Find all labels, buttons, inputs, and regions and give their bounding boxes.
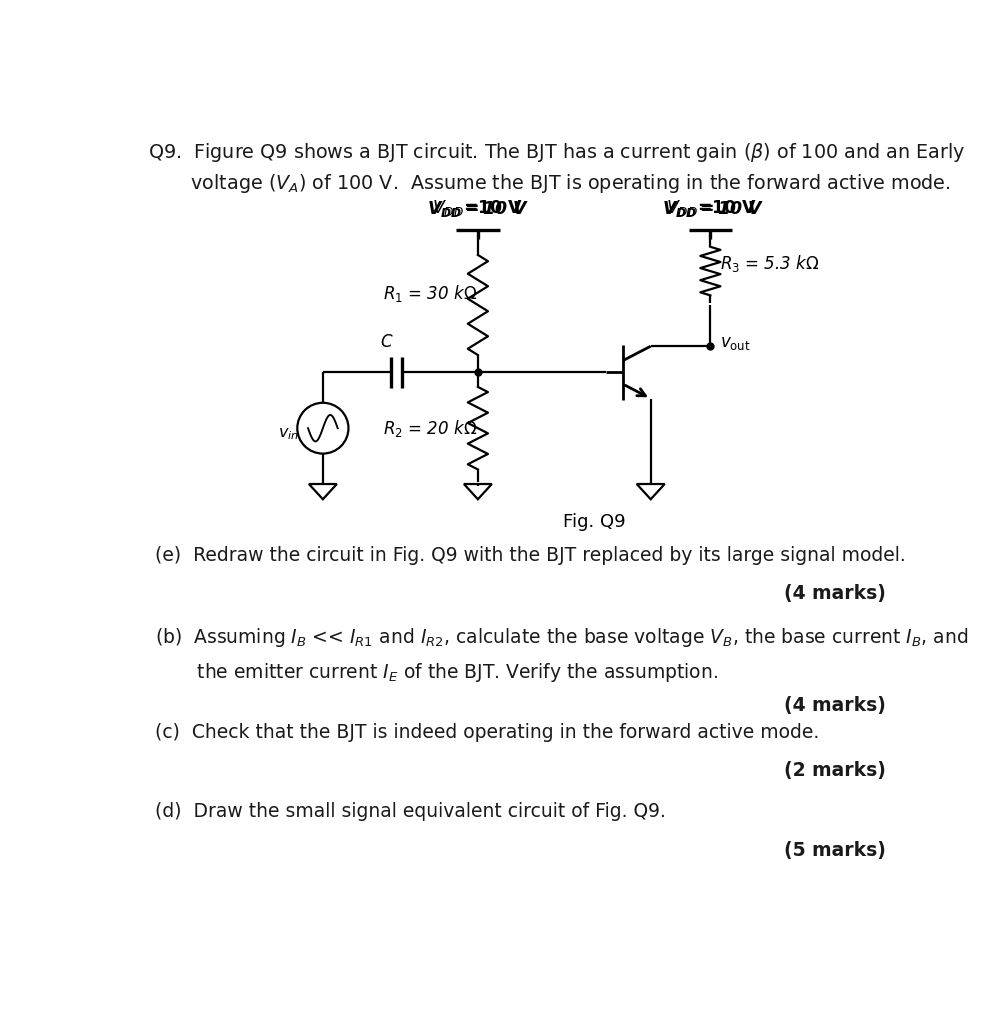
Text: (4 marks): (4 marks): [785, 695, 887, 715]
Text: $R_1$ = 30 k$\Omega$: $R_1$ = 30 k$\Omega$: [383, 283, 477, 304]
Text: $\mathit{V_{DD}}$=10 V: $\mathit{V_{DD}}$=10 V: [666, 198, 758, 217]
Text: $\bfit{V}_{DD}$$\bfit{=10\ V}$: $\bfit{V}_{DD}$$\bfit{=10\ V}$: [662, 199, 765, 219]
Text: (e)  Redraw the circuit in Fig. Q9 with the BJT replaced by its large signal mod: (e) Redraw the circuit in Fig. Q9 with t…: [154, 546, 906, 564]
Text: Fig. Q9: Fig. Q9: [563, 513, 625, 531]
Text: $R_2$ = 20 k$\Omega$: $R_2$ = 20 k$\Omega$: [383, 418, 477, 438]
Text: $R_3$ = 5.3 k$\Omega$: $R_3$ = 5.3 k$\Omega$: [719, 253, 819, 273]
Text: (d)  Draw the small signal equivalent circuit of Fig. Q9.: (d) Draw the small signal equivalent cir…: [154, 802, 665, 821]
Text: $\bfit{V}_{DD}$$\bfit{=10\ V}$: $\bfit{V}_{DD}$$\bfit{=10\ V}$: [427, 199, 529, 219]
Text: (5 marks): (5 marks): [785, 841, 887, 859]
Text: (2 marks): (2 marks): [785, 761, 887, 780]
Text: $\mathit{V_{DD}}$=10 V: $\mathit{V_{DD}}$=10 V: [432, 198, 523, 217]
Text: (4 marks): (4 marks): [785, 584, 887, 603]
Text: (c)  Check that the BJT is indeed operating in the forward active mode.: (c) Check that the BJT is indeed operati…: [154, 723, 819, 741]
Text: $v_{in}$: $v_{in}$: [278, 426, 299, 442]
Text: voltage ($V_A$) of 100 V.  Assume the BJT is operating in the forward active mod: voltage ($V_A$) of 100 V. Assume the BJT…: [148, 172, 951, 196]
Text: the emitter current $I_E$ of the BJT. Verify the assumption.: the emitter current $I_E$ of the BJT. Ve…: [154, 662, 717, 684]
Text: (b)  Assuming $I_B$ << $I_{R1}$ and $I_{R2}$, calculate the base voltage $V_B$, : (b) Assuming $I_B$ << $I_{R1}$ and $I_{R…: [154, 627, 968, 649]
Text: $v_{\rm out}$: $v_{\rm out}$: [720, 334, 752, 352]
Text: Q9.  Figure Q9 shows a BJT circuit. The BJT has a current gain ($\beta$) of 100 : Q9. Figure Q9 shows a BJT circuit. The B…: [148, 141, 966, 165]
Text: $C$: $C$: [381, 333, 394, 351]
